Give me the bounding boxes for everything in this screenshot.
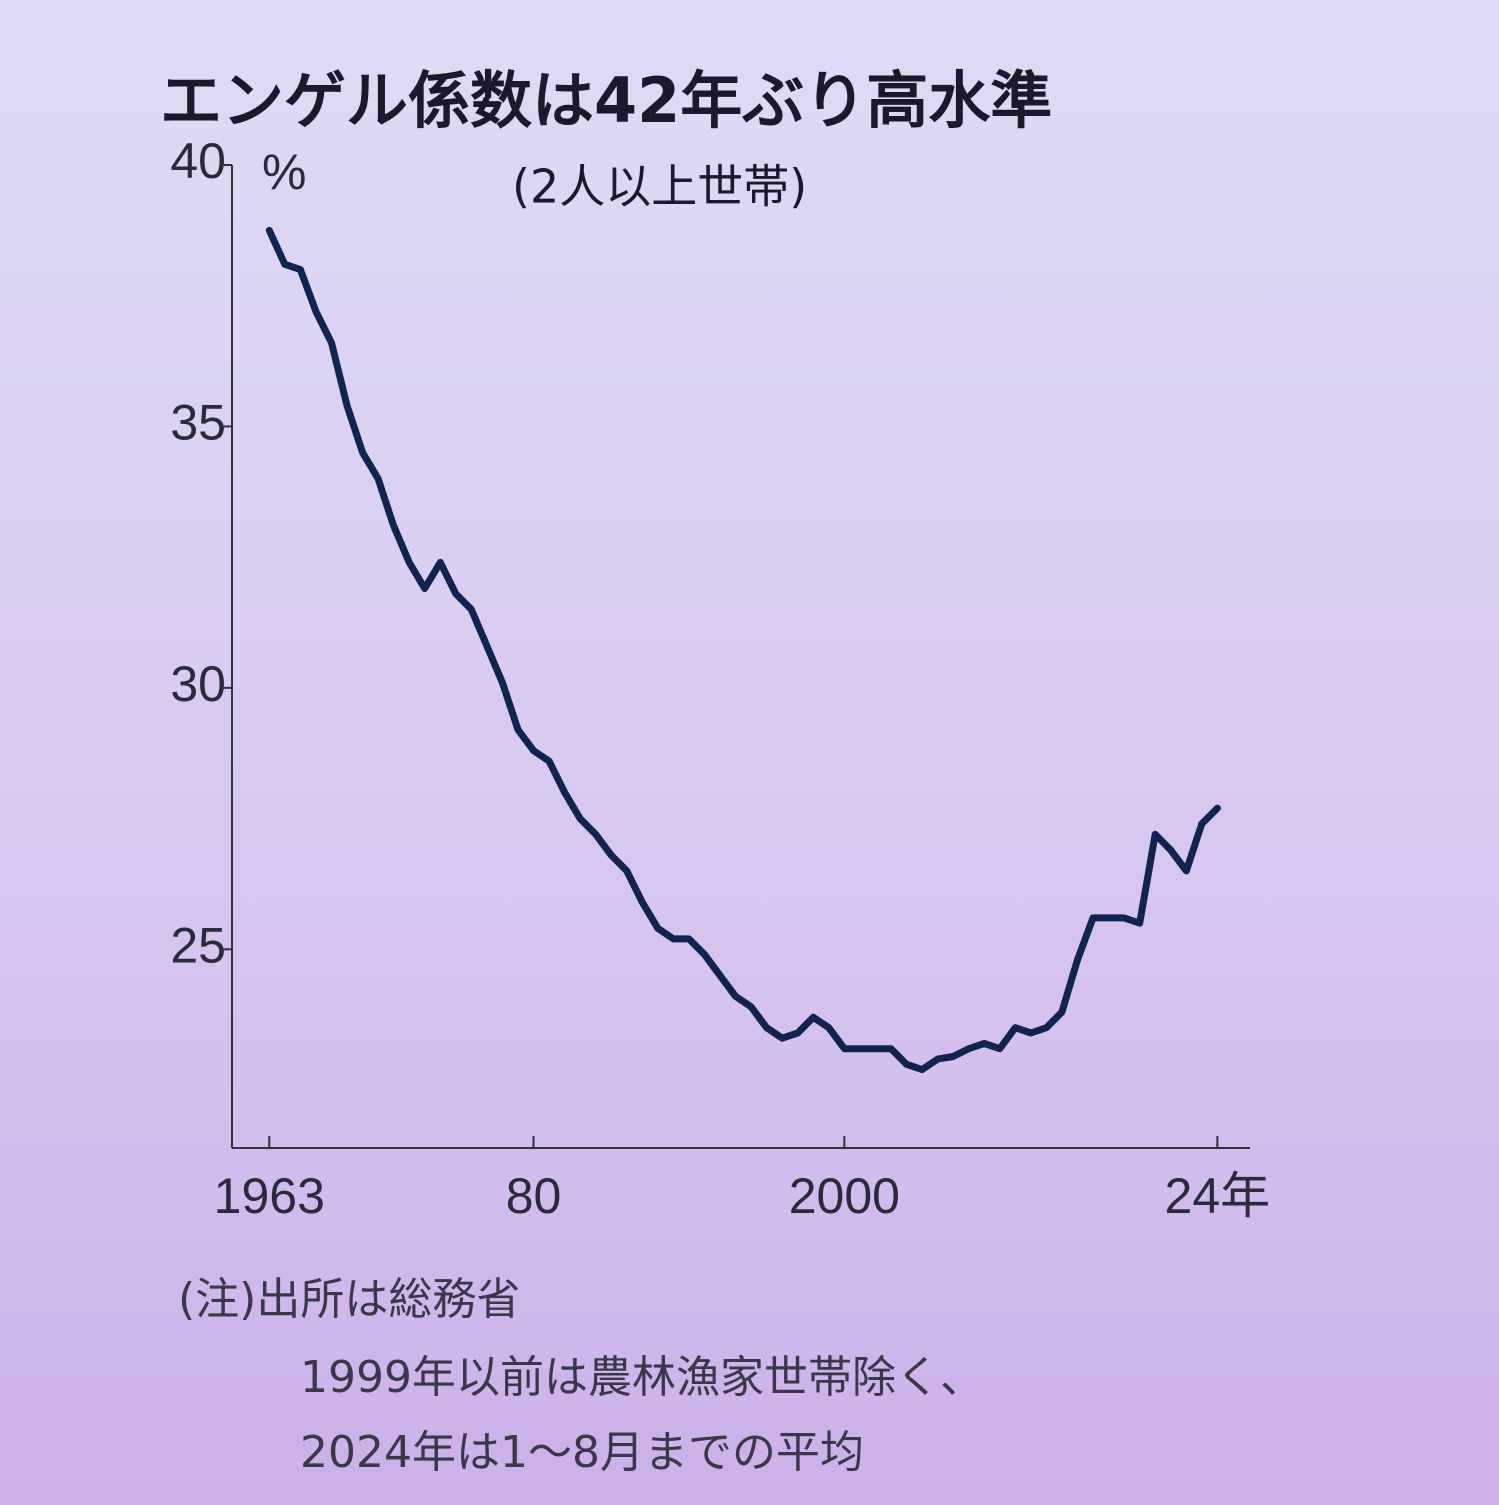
y-tick-label: 35	[170, 395, 226, 451]
y-tick-label: 30	[170, 656, 226, 712]
note: 2024年は1～8月までの平均	[300, 1427, 864, 1478]
y-tick-label: 40	[170, 133, 226, 189]
note: (注)出所は総務省	[178, 1274, 520, 1325]
chart-subtitle: (2人以上世帯)	[512, 160, 807, 214]
y-axis-label: %	[262, 144, 306, 200]
x-tick-label: 24年	[1165, 1168, 1271, 1224]
note: 1999年以前は農林漁家世帯除く、	[300, 1352, 984, 1403]
data-line	[265, 226, 1221, 1074]
y-tick-label: 25	[170, 918, 226, 974]
x-tick-label: 2000	[789, 1168, 900, 1224]
chart-title: エンゲル係数は42年ぶり高水準	[160, 64, 1052, 137]
x-tick-label: 1963	[214, 1168, 325, 1224]
x-tick-label: 80	[506, 1168, 562, 1224]
